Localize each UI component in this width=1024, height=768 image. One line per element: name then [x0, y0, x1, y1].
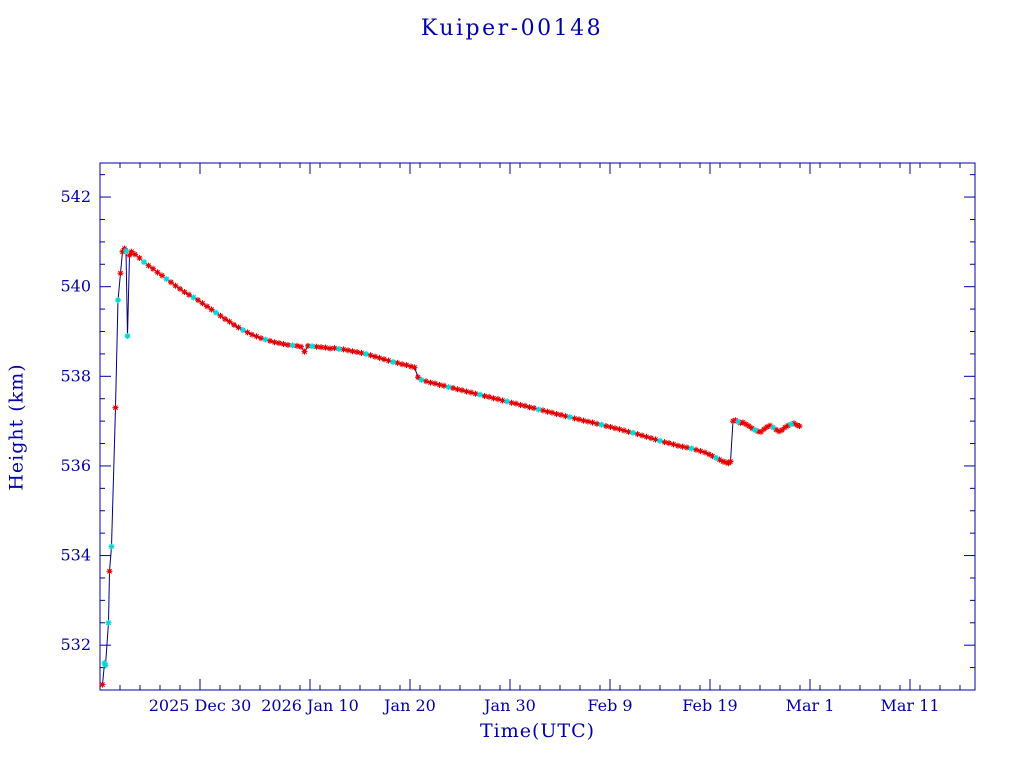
axis-ticks: [99, 163, 975, 691]
x-tick-label: Feb 9: [587, 696, 632, 715]
x-tick-label: Feb 19: [682, 696, 737, 715]
x-tick-label: 2026 Jan 10: [261, 696, 359, 715]
y-tick-label: 534: [60, 546, 91, 565]
y-tick-label: 540: [60, 277, 91, 296]
cyan-asterisk-markers: [101, 247, 794, 669]
x-tick-label: Jan 30: [482, 696, 536, 715]
data-line: [102, 247, 800, 685]
x-axis-label: Time(UTC): [479, 720, 596, 742]
y-tick-label: 536: [60, 456, 91, 475]
data-markers: [99, 245, 803, 688]
y-tick-label: 542: [60, 187, 91, 206]
x-tick-labels: 2025 Dec 30 2026 Jan 10 Jan 20 Jan 30 Feb 9 F…: [149, 696, 940, 715]
x-tick-label: 2025 Dec 30: [149, 696, 252, 715]
x-tick-label: Mar 11: [880, 696, 939, 715]
chart-title: Kuiper-00148: [420, 16, 604, 41]
y-tick-label: 532: [60, 635, 91, 654]
y-tick-labels: 532 534 536 538 540 542: [60, 187, 91, 654]
x-tick-label: Jan 20: [382, 696, 436, 715]
y-tick-label: 538: [60, 366, 91, 385]
x-tick-label: Mar 1: [786, 696, 835, 715]
plot-border: [99, 162, 976, 691]
red-asterisk-markers: [99, 245, 803, 688]
